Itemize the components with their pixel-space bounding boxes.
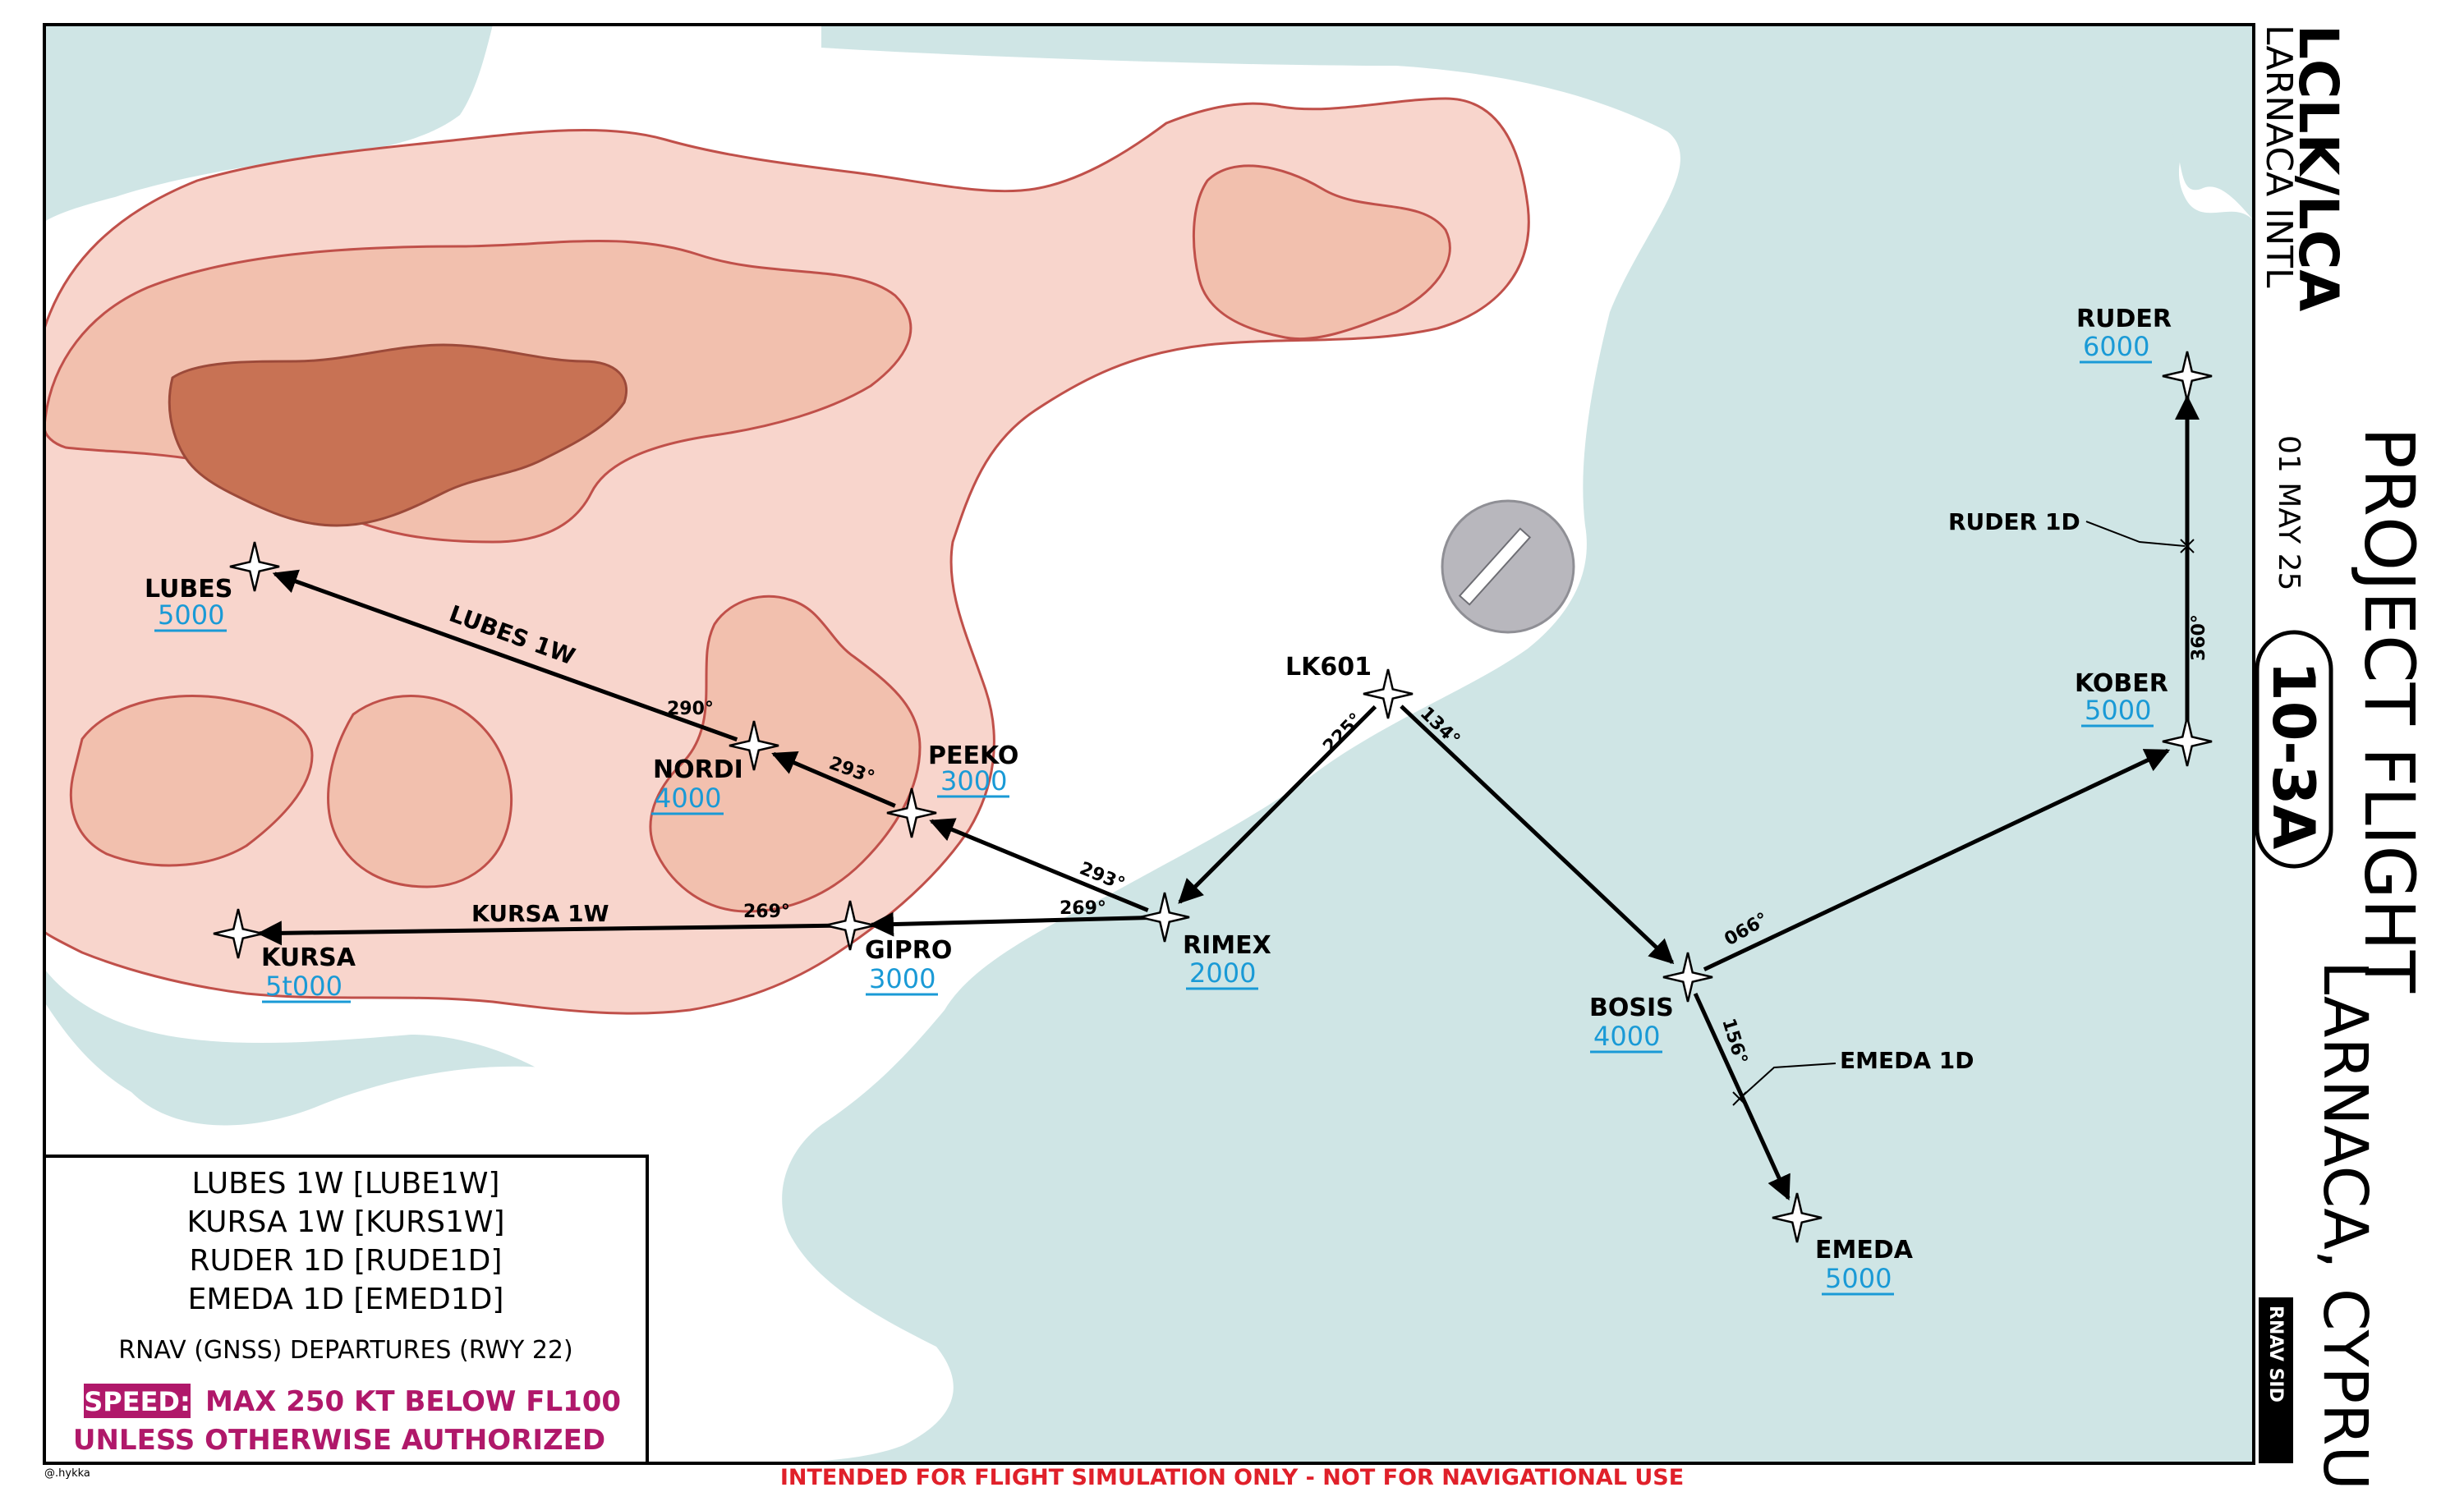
waypoint-name: RIMEX	[1183, 931, 1271, 960]
sea-northwest	[44, 25, 493, 222]
tick-ruder-1d	[2180, 539, 2195, 553]
waypoint-altitude: 3000	[940, 765, 1007, 796]
chart-type: RNAV SID	[2265, 1306, 2286, 1402]
waypoint-name: LUBES	[145, 575, 232, 604]
route-label-emeda: EMEDA 1D	[1840, 1047, 1974, 1074]
waypoint-star-icon	[229, 541, 280, 592]
waypoint-altitude: 5000	[1825, 1263, 1892, 1294]
terrain-layer-2-ne	[1192, 164, 1451, 341]
footer-disclaimer: INTENDED FOR FLIGHT SIMULATION ONLY - NO…	[780, 1465, 1684, 1490]
course-kober-ruder: 360°	[2189, 614, 2209, 661]
speed-label-bg	[84, 1384, 191, 1418]
chart-number-frame	[2255, 630, 2333, 869]
legend-proc-3: RUDER 1D [RUDE1D]	[190, 1244, 503, 1278]
leader-emeda	[1739, 1063, 1837, 1099]
waypoint-name: GIPRO	[865, 936, 952, 965]
leg-peeko-nordi	[771, 751, 896, 808]
chart-title: PROJECT FLIGHT	[2349, 427, 2430, 994]
waypoint-star-icon	[729, 720, 779, 771]
waypoint-altitude: 3000	[869, 963, 935, 994]
runway-22	[1441, 499, 1575, 634]
course-rimex-gipro: 269°	[1060, 898, 1106, 919]
route-label-kursa: KURSA 1W	[471, 900, 609, 927]
waypoint-star-icon	[2162, 351, 2213, 402]
leg-nordi-lubes	[272, 569, 738, 741]
waypoint-star-icon	[213, 908, 264, 959]
waypoint-altitude: 4000	[1593, 1021, 1660, 1052]
legend-subtitle: RNAV (GNSS) DEPARTURES (RWY 22)	[118, 1336, 572, 1365]
waypoint-name: NORDI	[653, 755, 743, 784]
author-credit: @.hykka	[44, 1467, 90, 1480]
waypoint-name: BOSIS	[1589, 994, 1674, 1022]
airport-name: LARNACA INTL	[2258, 25, 2300, 288]
legend-box: LUBES 1W [LUBE1W] KURSA 1W [KURS1W] RUDE…	[43, 1155, 649, 1465]
chart-date: 01 MAY 25	[2272, 435, 2305, 590]
waypoint-star-icon	[1139, 892, 1190, 943]
waypoint-name: LK601	[1285, 653, 1372, 682]
waypoint-altitude: 5000	[158, 599, 224, 631]
speed-label: SPEED:	[84, 1386, 191, 1417]
chart-number: 10-3A	[2259, 661, 2327, 849]
airport-code: LCLK/LCA	[2287, 25, 2350, 311]
legend-proc-4: EMEDA 1D [EMED1D]	[188, 1283, 504, 1316]
waypoint-altitude: 6000	[2083, 331, 2149, 362]
waypoint-lk601[interactable]: LK601	[1285, 653, 1414, 719]
chart-city: LARNACA, CYPRUS	[2310, 961, 2380, 1492]
chart-type-bg	[2259, 1297, 2293, 1463]
waypoint-star-icon	[1662, 952, 1713, 1003]
waypoint-altitude: 4000	[655, 783, 721, 814]
speed-line-2: UNLESS OTHERWISE AUTHORIZED	[73, 1424, 605, 1457]
waypoint-altitude: 5000	[2085, 695, 2151, 726]
legend-proc-1: LUBES 1W [LUBE1W]	[192, 1167, 500, 1200]
waypoints-layer: LUBES5000NORDI4000PEEKO3000KURSA5t000GIP…	[145, 305, 2213, 1296]
waypoint-altitude: 2000	[1189, 957, 1256, 989]
waypoint-star-icon	[825, 900, 876, 951]
routes-layer	[257, 395, 2200, 1201]
waypoint-star-icon	[1772, 1192, 1823, 1243]
waypoint-name: RUDER	[2076, 305, 2172, 333]
leg-gipro-kursa	[257, 920, 833, 946]
course-nordi-lubes: 290°	[667, 699, 714, 719]
waypoint-star-icon	[2162, 716, 2213, 767]
terrain-layer-3	[168, 343, 627, 527]
course-gipro-kursa: 269°	[743, 902, 790, 922]
leg-rimex-peeko	[929, 818, 1149, 912]
waypoint-name: PEEKO	[928, 741, 1018, 770]
map-border	[43, 23, 2255, 1465]
legend-proc-2: KURSA 1W [KURS1W]	[187, 1205, 505, 1239]
speed-line-1: MAX 250 KT BELOW FL100	[205, 1385, 621, 1418]
leg-lk601-rimex	[1178, 705, 1377, 904]
chart-header: LCLK/LCA LARNACA INTL PROJECT FLIGHT LAR…	[2255, 25, 2430, 1492]
waypoint-star-icon	[1363, 668, 1414, 719]
leg-bosis-kober	[1703, 748, 2171, 971]
waypoint-name: EMEDA	[1815, 1236, 1914, 1265]
sea-northeast	[2012, 25, 2255, 222]
leg-lk601-bosis	[1400, 705, 1675, 965]
waypoint-altitude: 5t000	[265, 971, 342, 1002]
terrain-layer-2-sw1	[69, 695, 314, 867]
terrain-layer-2-sw2	[327, 695, 513, 888]
waypoint-name: KURSA	[261, 943, 356, 972]
waypoint-star-icon	[886, 787, 937, 838]
leg-rimex-gipro	[869, 911, 1147, 937]
waypoint-name: KOBER	[2075, 669, 2168, 698]
route-label-ruder: RUDER 1D	[1948, 508, 2080, 535]
leader-ruder	[2085, 521, 2186, 547]
